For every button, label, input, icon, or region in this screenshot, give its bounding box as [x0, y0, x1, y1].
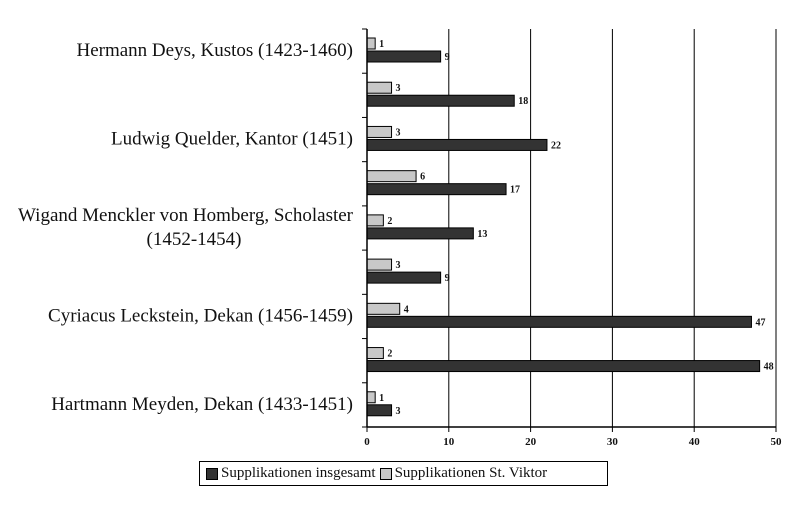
x-tick-label: 30 — [607, 436, 619, 448]
data-label: 1 — [379, 393, 384, 404]
bars — [366, 37, 761, 417]
bar-st-viktor — [366, 302, 401, 315]
bar-insgesamt — [366, 404, 393, 417]
bar-st-viktor — [366, 170, 417, 183]
x-tick-label: 50 — [771, 436, 783, 448]
legend-swatch-insgesamt — [206, 467, 218, 480]
labels: 0 10 20 30 40 50193183226172133944724813Herma… — [18, 39, 782, 448]
bar-st-viktor — [366, 347, 384, 360]
category-label: Cyriacus Leckstein, Dekan (1456-1459) — [48, 305, 353, 326]
data-label: 13 — [477, 229, 487, 240]
bar-insgesamt — [366, 50, 442, 63]
legend-swatch-st-viktor — [379, 467, 392, 480]
data-label: 18 — [518, 96, 528, 107]
data-label: 9 — [445, 273, 450, 284]
data-label: 9 — [445, 52, 450, 63]
data-label: 3 — [396, 83, 401, 94]
data-label: 3 — [396, 127, 401, 138]
bar-insgesamt — [366, 138, 548, 151]
x-tick-label: 40 — [689, 436, 701, 448]
data-label: 1 — [379, 39, 384, 50]
bar-st-viktor — [366, 391, 376, 404]
data-label: 17 — [510, 185, 520, 196]
legend-label-insgesamt: Supplikationen insgesamt — [221, 465, 376, 481]
bar-insgesamt — [366, 183, 507, 196]
bar-st-viktor — [366, 125, 393, 138]
data-label: 6 — [420, 172, 425, 183]
x-tick-label: 0 — [364, 436, 370, 448]
legend: Supplikationen insgesamt Supplikationen … — [199, 461, 608, 486]
legend-item-st-viktor: Supplikationen St. Viktor — [379, 465, 548, 482]
category-label: Wigand Menckler von Homberg, Scholaster — [18, 205, 354, 226]
x-tick-label: 20 — [525, 436, 537, 448]
data-label: 48 — [764, 362, 774, 373]
bar-insgesamt — [366, 360, 761, 373]
data-label: 2 — [387, 216, 392, 227]
legend-item-insgesamt: Supplikationen insgesamt — [206, 465, 376, 482]
bar-insgesamt — [366, 271, 442, 284]
bar-insgesamt — [366, 227, 474, 240]
data-label: 3 — [396, 406, 401, 417]
bar-insgesamt — [366, 94, 515, 107]
x-tick-label: 10 — [443, 436, 455, 448]
bar-st-viktor — [366, 258, 393, 271]
bar-st-viktor — [366, 214, 384, 227]
category-label: Hermann Deys, Kustos (1423-1460) — [76, 40, 353, 61]
data-label: 22 — [551, 140, 561, 151]
category-label: Ludwig Quelder, Kantor (1451) — [111, 129, 353, 150]
category-label: (1452-1454) — [147, 229, 242, 250]
bar-st-viktor — [366, 37, 376, 50]
axes — [362, 28, 777, 432]
data-label: 4 — [404, 304, 409, 315]
data-label: 47 — [755, 317, 765, 328]
category-label: Hartmann Meyden, Dekan (1433-1451) — [51, 394, 353, 415]
legend-label-st-viktor: Supplikationen St. Viktor — [394, 465, 548, 481]
data-label: 2 — [387, 349, 392, 360]
bar-st-viktor — [366, 81, 393, 94]
bar-insgesamt — [366, 315, 752, 328]
data-label: 3 — [396, 260, 401, 271]
